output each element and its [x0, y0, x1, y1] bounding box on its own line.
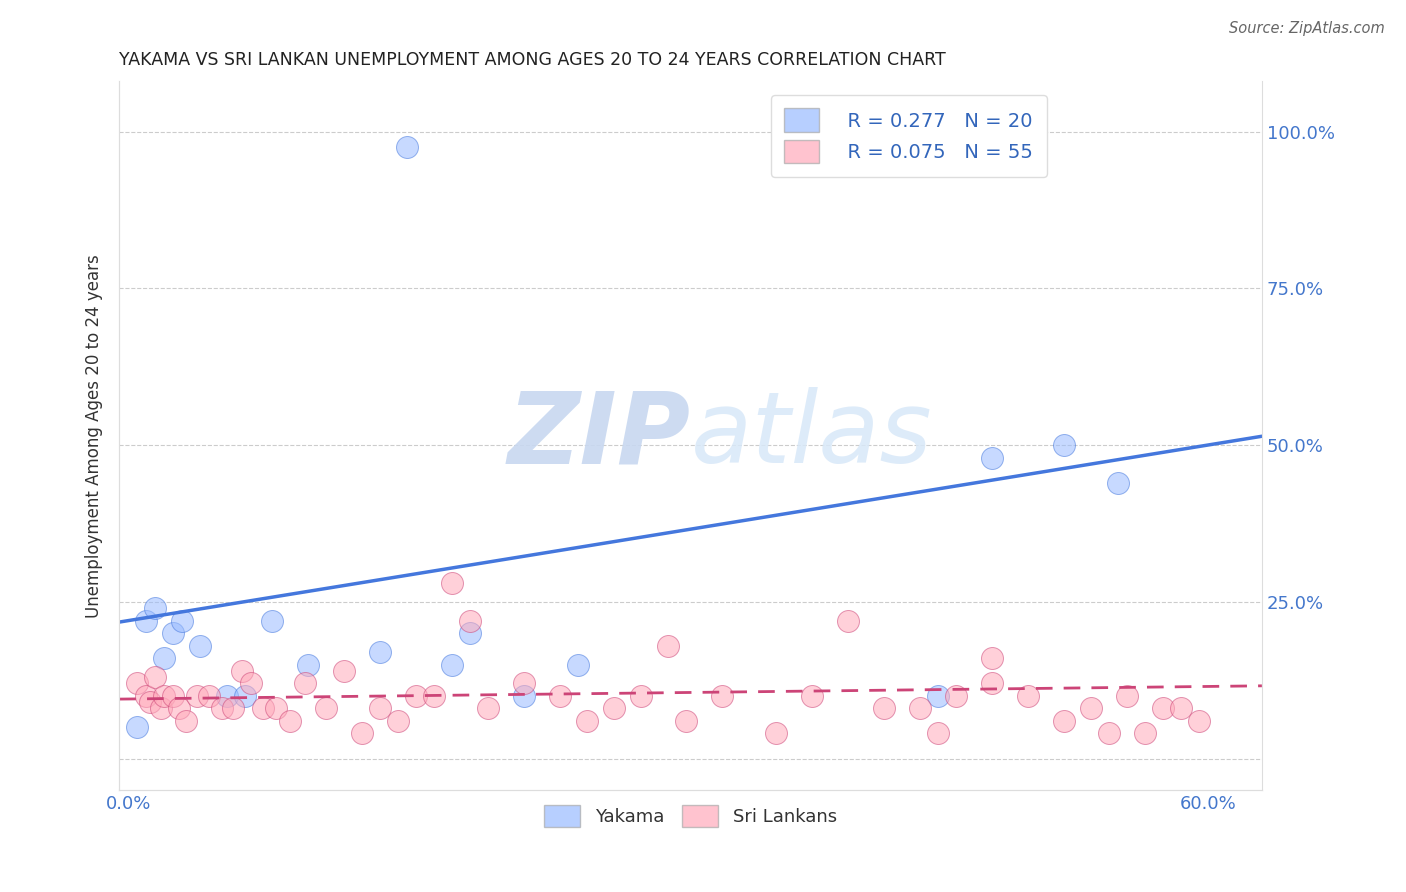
Point	[1080, 701, 1102, 715]
Point	[172, 614, 194, 628]
Point	[143, 601, 166, 615]
Point	[513, 689, 536, 703]
Point	[801, 689, 824, 703]
Point	[387, 714, 409, 728]
Point	[1116, 689, 1139, 703]
Point	[233, 689, 256, 703]
Point	[127, 676, 149, 690]
Point	[1170, 701, 1192, 715]
Point	[188, 639, 211, 653]
Text: atlas: atlas	[690, 387, 932, 484]
Point	[711, 689, 734, 703]
Point	[174, 714, 197, 728]
Point	[198, 689, 221, 703]
Point	[567, 657, 589, 672]
Point	[981, 676, 1004, 690]
Text: YAKAMA VS SRI LANKAN UNEMPLOYMENT AMONG AGES 20 TO 24 YEARS CORRELATION CHART: YAKAMA VS SRI LANKAN UNEMPLOYMENT AMONG …	[120, 51, 946, 69]
Point	[405, 689, 427, 703]
Point	[945, 689, 967, 703]
Point	[294, 676, 316, 690]
Point	[837, 614, 859, 628]
Point	[1098, 726, 1121, 740]
Point	[162, 689, 184, 703]
Point	[513, 676, 536, 690]
Point	[264, 701, 287, 715]
Point	[603, 701, 626, 715]
Point	[186, 689, 208, 703]
Point	[927, 726, 949, 740]
Point	[1017, 689, 1039, 703]
Point	[149, 701, 172, 715]
Point	[217, 689, 239, 703]
Point	[368, 645, 391, 659]
Point	[548, 689, 571, 703]
Point	[262, 614, 284, 628]
Point	[1152, 701, 1174, 715]
Point	[153, 689, 176, 703]
Point	[657, 639, 679, 653]
Point	[352, 726, 374, 740]
Point	[981, 651, 1004, 665]
Point	[576, 714, 599, 728]
Legend: Yakama, Sri Lankans: Yakama, Sri Lankans	[537, 797, 844, 834]
Point	[458, 626, 481, 640]
Point	[239, 676, 262, 690]
Point	[908, 701, 931, 715]
Y-axis label: Unemployment Among Ages 20 to 24 years: Unemployment Among Ages 20 to 24 years	[86, 253, 103, 617]
Point	[873, 701, 896, 715]
Point	[441, 576, 464, 591]
Point	[252, 701, 274, 715]
Point	[221, 701, 243, 715]
Point	[127, 720, 149, 734]
Point	[315, 701, 337, 715]
Point	[981, 450, 1004, 465]
Point	[162, 626, 184, 640]
Point	[231, 664, 253, 678]
Point	[135, 614, 157, 628]
Point	[675, 714, 697, 728]
Point	[333, 664, 356, 678]
Point	[1053, 714, 1076, 728]
Point	[278, 714, 301, 728]
Point	[630, 689, 652, 703]
Point	[143, 670, 166, 684]
Point	[396, 140, 419, 154]
Point	[477, 701, 499, 715]
Text: ZIP: ZIP	[508, 387, 690, 484]
Point	[765, 726, 787, 740]
Point	[1188, 714, 1211, 728]
Point	[458, 614, 481, 628]
Point	[927, 689, 949, 703]
Point	[139, 695, 162, 709]
Point	[1053, 438, 1076, 452]
Point	[368, 701, 391, 715]
Point	[297, 657, 319, 672]
Point	[423, 689, 446, 703]
Point	[211, 701, 233, 715]
Point	[167, 701, 190, 715]
Point	[135, 689, 157, 703]
Point	[1133, 726, 1156, 740]
Point	[1107, 475, 1129, 490]
Point	[153, 651, 176, 665]
Text: Source: ZipAtlas.com: Source: ZipAtlas.com	[1229, 21, 1385, 36]
Point	[441, 657, 464, 672]
